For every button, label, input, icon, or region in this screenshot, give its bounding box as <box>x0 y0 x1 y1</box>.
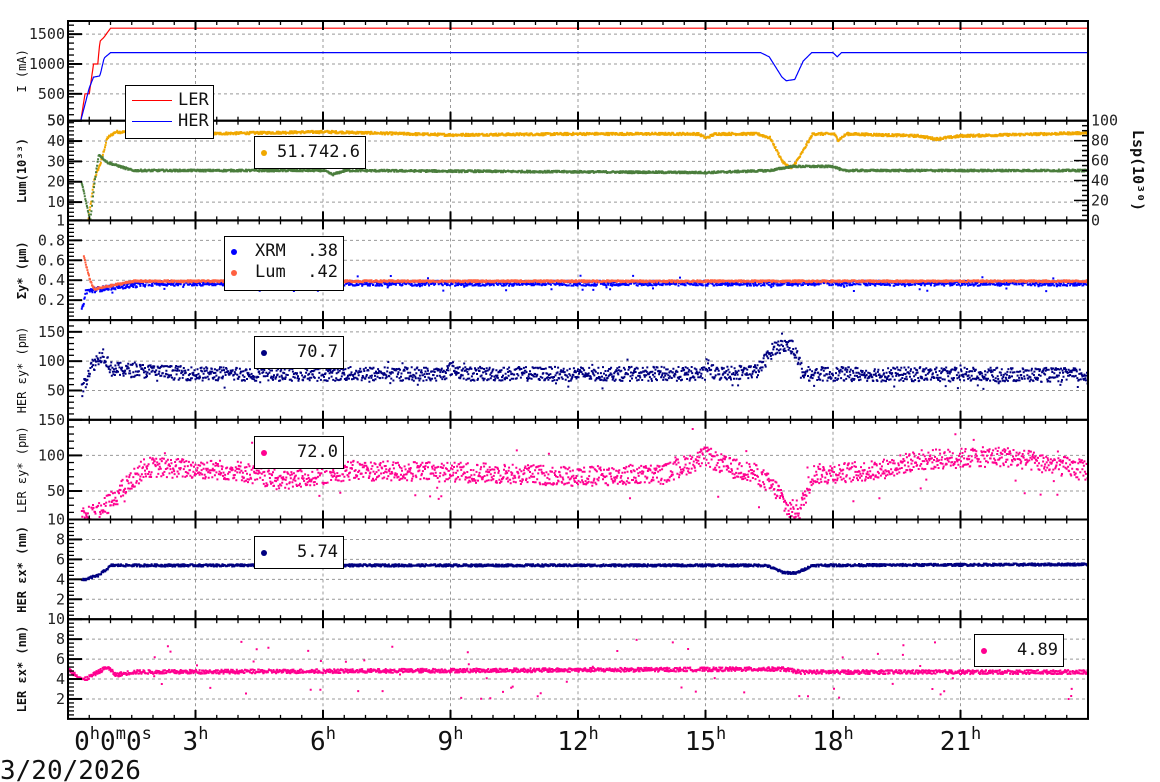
legend-dot-xrm <box>231 249 237 255</box>
legend-current: LER HER <box>125 85 214 139</box>
legend-label-lum: Lum <box>255 262 286 282</box>
y-tick-label: 50 <box>47 112 65 130</box>
y-axis-title: LER εy* (pm) <box>15 426 29 513</box>
series-current-0 <box>80 27 1088 121</box>
x-tick-label: 21h <box>940 724 982 757</box>
panel-sigma-y: 0.2 0.4 0.6 0.8 Σy* (μm) <box>15 219 1089 322</box>
panel-her-emit-y: 50 100 150 HER εy* (pm) <box>15 319 1089 421</box>
series-luminosity-1 <box>80 154 1088 221</box>
y-right-tick-label: 80 <box>1091 132 1109 150</box>
x-tick-label: 6h <box>310 724 336 757</box>
legend-label-her: HER <box>178 111 209 131</box>
y-axis-title: Lum(10³³) <box>15 138 29 203</box>
legend-value: 5.74 <box>297 542 338 562</box>
legend-dot-lum <box>261 150 267 156</box>
legend-value: 4.89 <box>1017 640 1058 660</box>
legend-dot <box>981 648 987 654</box>
y-tick-label: 6 <box>56 650 65 668</box>
y-right-tick-label: 40 <box>1091 172 1109 190</box>
y-tick-label: 50 <box>47 381 65 399</box>
y-tick-label: 150 <box>38 323 65 341</box>
panel-ler-emit-x: 2 4 6 8 10 LER εx* (nm) <box>15 610 1089 720</box>
legend-sigma-y: XRM .38 Lum .42 <box>224 236 344 291</box>
y-right-tick-label: 0 <box>1091 211 1100 229</box>
y-tick-label: 2 <box>56 590 65 608</box>
y-axis-title: HER εy* (pm) <box>15 327 29 414</box>
y-axis-title: I (mA) <box>15 49 29 92</box>
legend-value: 72.0 <box>297 442 338 462</box>
y-right-tick-label: 60 <box>1091 152 1109 170</box>
y-tick-label: 1500 <box>29 25 65 43</box>
legend-ler-emit-y: 72.0 <box>254 436 344 469</box>
legend-value-lum: 51.7 <box>277 142 318 162</box>
y-tick-label: 8 <box>56 530 65 548</box>
series-luminosity-0 <box>87 129 1088 221</box>
x-tick-label: 3h <box>183 724 209 757</box>
y-right-axis-title: Lsp(10³⁰) <box>1129 130 1147 211</box>
y-tick-label: 30 <box>47 152 65 170</box>
series-ler-emit-x-0 <box>68 638 1088 700</box>
y-tick-label: 10 <box>47 511 65 529</box>
y-axis-title: LER εx* (nm) <box>15 626 29 713</box>
x-tick-label: 0h0m0s <box>74 724 152 757</box>
y-tick-label: 0.2 <box>38 291 65 309</box>
x-tick-label: 18h <box>812 724 854 757</box>
y-tick-label: 50 <box>47 482 65 500</box>
legend-luminosity: 51.7 42.6 <box>254 136 366 169</box>
y-tick-label: 100 <box>38 446 65 464</box>
y-tick-label: 150 <box>38 411 65 429</box>
legend-her-emit-x: 5.74 <box>254 536 344 569</box>
panel-luminosity: 11020304050Lum(10³³)020406080100Lsp(10³⁰… <box>15 112 1147 230</box>
legend-dot <box>261 450 267 456</box>
y-tick-label: 1000 <box>29 55 65 73</box>
legend-her-emit-y: 70.7 <box>254 336 344 369</box>
legend-value: 70.7 <box>297 342 338 362</box>
y-tick-label: 8 <box>56 630 65 648</box>
y-tick-label: 10 <box>47 610 65 628</box>
x-tick-label: 12h <box>557 724 599 757</box>
y-tick-label: 10 <box>47 193 65 211</box>
legend-value-lum: .42 <box>307 262 338 282</box>
series-her-emit-x-0 <box>80 562 1088 582</box>
y-tick-label: 50 <box>47 112 65 130</box>
x-tick-label: 15h <box>685 724 727 757</box>
y-tick-label: 0.8 <box>38 231 65 249</box>
y-tick-label: 0.6 <box>38 251 65 269</box>
y-right-tick-label: 20 <box>1091 191 1109 209</box>
legend-line-her <box>132 121 172 122</box>
series-current-1 <box>80 51 1088 121</box>
y-tick-label: 4 <box>56 670 65 688</box>
y-tick-label: 1 <box>56 211 65 229</box>
legend-dot <box>261 350 267 356</box>
legend-label-xrm: XRM <box>255 241 286 261</box>
y-right-tick-label: 100 <box>1091 112 1118 130</box>
x-tick-label: 9h <box>438 724 464 757</box>
y-axis-title: Σy* (μm) <box>15 241 29 299</box>
legend-line-ler <box>132 100 172 101</box>
legend-dot-lum <box>231 270 237 276</box>
legend-value-lsp: 42.6 <box>319 142 360 162</box>
series-her-emit-y-0 <box>80 332 1088 398</box>
y-tick-label: 20 <box>47 173 65 191</box>
legend-dot <box>261 550 267 556</box>
y-tick-label: 0.4 <box>38 271 65 289</box>
y-tick-label: 2 <box>56 690 65 708</box>
series-ler-emit-y-0 <box>80 428 1088 520</box>
y-tick-label: 100 <box>38 352 65 370</box>
date-label: 3/20/2026 <box>0 756 141 782</box>
panel-ler-emit-y: 10 50 100 150 LER εy* (pm) <box>15 411 1089 529</box>
legend-ler-emit-x: 4.89 <box>974 634 1064 667</box>
y-tick-label: 500 <box>38 85 65 103</box>
y-tick-label: 6 <box>56 550 65 568</box>
legend-label-ler: LER <box>178 90 209 110</box>
y-tick-label: 40 <box>47 132 65 150</box>
y-tick-label: 4 <box>56 570 65 588</box>
legend-value-xrm: .38 <box>307 241 338 261</box>
y-axis-title: HER εx* (nm) <box>15 526 29 613</box>
panel-her-emit-x: 2 4 6 8 HER εx* (nm) <box>15 518 1089 621</box>
